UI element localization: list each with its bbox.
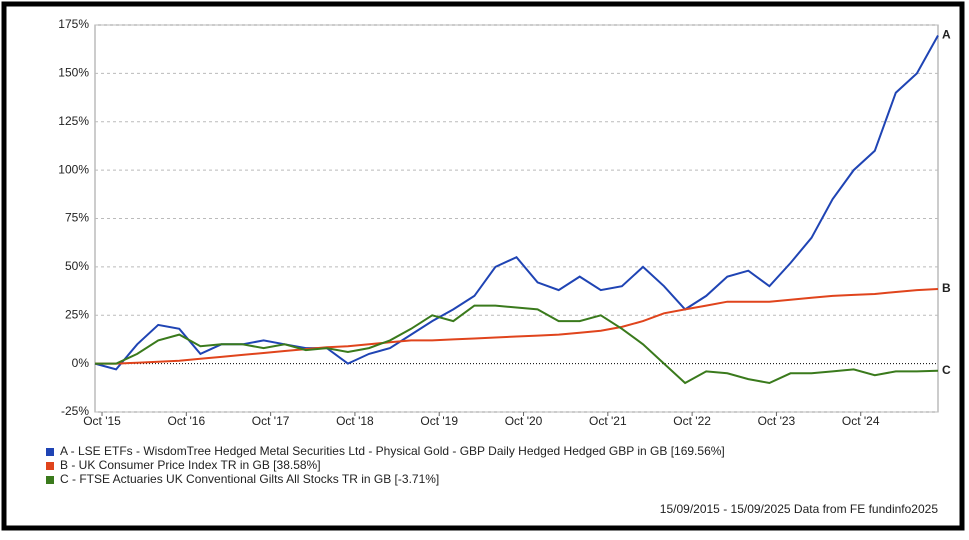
legend: A - LSE ETFs - WisdomTree Hedged Metal S… [46,444,725,486]
legend-label: A - LSE ETFs - WisdomTree Hedged Metal S… [60,444,725,458]
footer: 15/09/2015 - 15/09/2025 Data from FE fun… [660,502,939,516]
y-tick-label: 0% [72,356,90,370]
y-tick-label: 100% [58,162,89,176]
x-tick-label: Oct '20 [505,414,543,428]
end-label: B [942,281,951,295]
y-tick-label: 175% [58,17,89,31]
y-tick-label: 50% [65,259,89,273]
y-tick-label: -25% [61,404,89,418]
legend-swatch [46,476,54,484]
x-tick-label: Oct '18 [336,414,374,428]
frame [1,1,965,531]
y-tick-label: 125% [58,114,89,128]
x-tick-label: Oct '19 [420,414,458,428]
x-tick-label: Oct '16 [168,414,206,428]
x-tick-label: Oct '17 [252,414,290,428]
series-line [95,304,939,385]
lines: A B C [94,28,951,385]
x-tick-label: Oct '22 [673,414,711,428]
legend-label: B - UK Consumer Price Index TR in GB [38… [60,458,321,472]
end-label: C [942,363,951,377]
y-tick-label: 25% [65,307,89,321]
y-tick-label: 150% [58,66,89,80]
x-tick-label: Oct '15 [83,414,121,428]
grid: -25% 0% 25% 50% 75% 100% 125% 150% 175% Oct '15 Oc… [58,17,938,428]
legend-swatch [46,448,54,456]
y-tick-label: 75% [65,211,89,225]
end-label: A [942,28,951,42]
legend-swatch [46,462,54,470]
x-tick-label: Oct '23 [758,414,796,428]
legend-label: C - FTSE Actuaries UK Conventional Gilts… [60,472,439,486]
x-tick-label: Oct '21 [589,414,627,428]
series-line [95,288,939,365]
x-tick-label: Oct '24 [842,414,880,428]
